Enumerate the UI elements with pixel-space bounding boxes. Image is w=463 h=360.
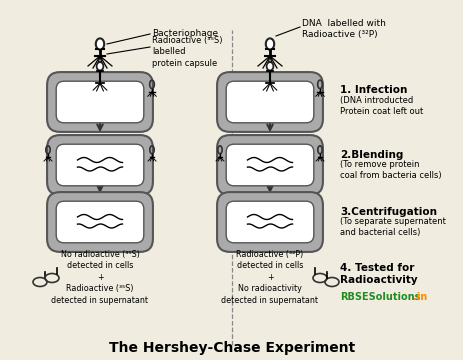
Text: Bacteriophage: Bacteriophage (152, 28, 218, 37)
Text: 1. Infection: 1. Infection (339, 85, 407, 95)
Text: (To remove protein
coal from bacteria cells): (To remove protein coal from bacteria ce… (339, 160, 441, 180)
FancyBboxPatch shape (47, 72, 153, 132)
FancyBboxPatch shape (217, 135, 322, 195)
Ellipse shape (266, 62, 273, 71)
Ellipse shape (98, 64, 101, 69)
Text: (To separate supernatent
and bacterial cells): (To separate supernatent and bacterial c… (339, 217, 445, 237)
Ellipse shape (95, 38, 104, 50)
Text: No radioactive (³⁵S)
detected in cells
+
Radioactive (³⁵S)
detected in supernata: No radioactive (³⁵S) detected in cells +… (51, 250, 148, 305)
Text: Radioactive (³²P)
detected in cells
+
No radioactivity
detected in supernatant: Radioactive (³²P) detected in cells + No… (221, 250, 318, 305)
Text: RBSESolutions: RBSESolutions (339, 292, 419, 302)
Ellipse shape (97, 40, 102, 48)
FancyBboxPatch shape (226, 144, 313, 186)
Text: .in: .in (412, 292, 426, 302)
Text: 3.Centrifugation: 3.Centrifugation (339, 207, 436, 217)
Text: Radioactivity: Radioactivity (339, 275, 417, 285)
Ellipse shape (268, 64, 271, 69)
FancyBboxPatch shape (56, 201, 144, 243)
FancyBboxPatch shape (47, 135, 153, 195)
Text: (DNA introducted
Protein coat left out: (DNA introducted Protein coat left out (339, 96, 422, 116)
Text: 2.Blending: 2.Blending (339, 150, 402, 160)
Text: Radioactive (³²P): Radioactive (³²P) (301, 30, 377, 39)
FancyBboxPatch shape (56, 81, 144, 123)
FancyBboxPatch shape (47, 192, 153, 252)
Ellipse shape (267, 40, 272, 48)
FancyBboxPatch shape (226, 201, 313, 243)
Ellipse shape (265, 38, 274, 50)
FancyBboxPatch shape (217, 192, 322, 252)
FancyBboxPatch shape (217, 72, 322, 132)
FancyBboxPatch shape (226, 81, 313, 123)
Text: 4. Tested for: 4. Tested for (339, 263, 413, 273)
Text: Radioactive (³⁵S)
labelled
protein capsule: Radioactive (³⁵S) labelled protein capsu… (152, 36, 222, 68)
Text: The Hershey-Chase Experiment: The Hershey-Chase Experiment (109, 341, 354, 355)
FancyBboxPatch shape (56, 144, 144, 186)
Text: DNA  labelled with: DNA labelled with (301, 18, 385, 27)
Ellipse shape (96, 62, 103, 71)
